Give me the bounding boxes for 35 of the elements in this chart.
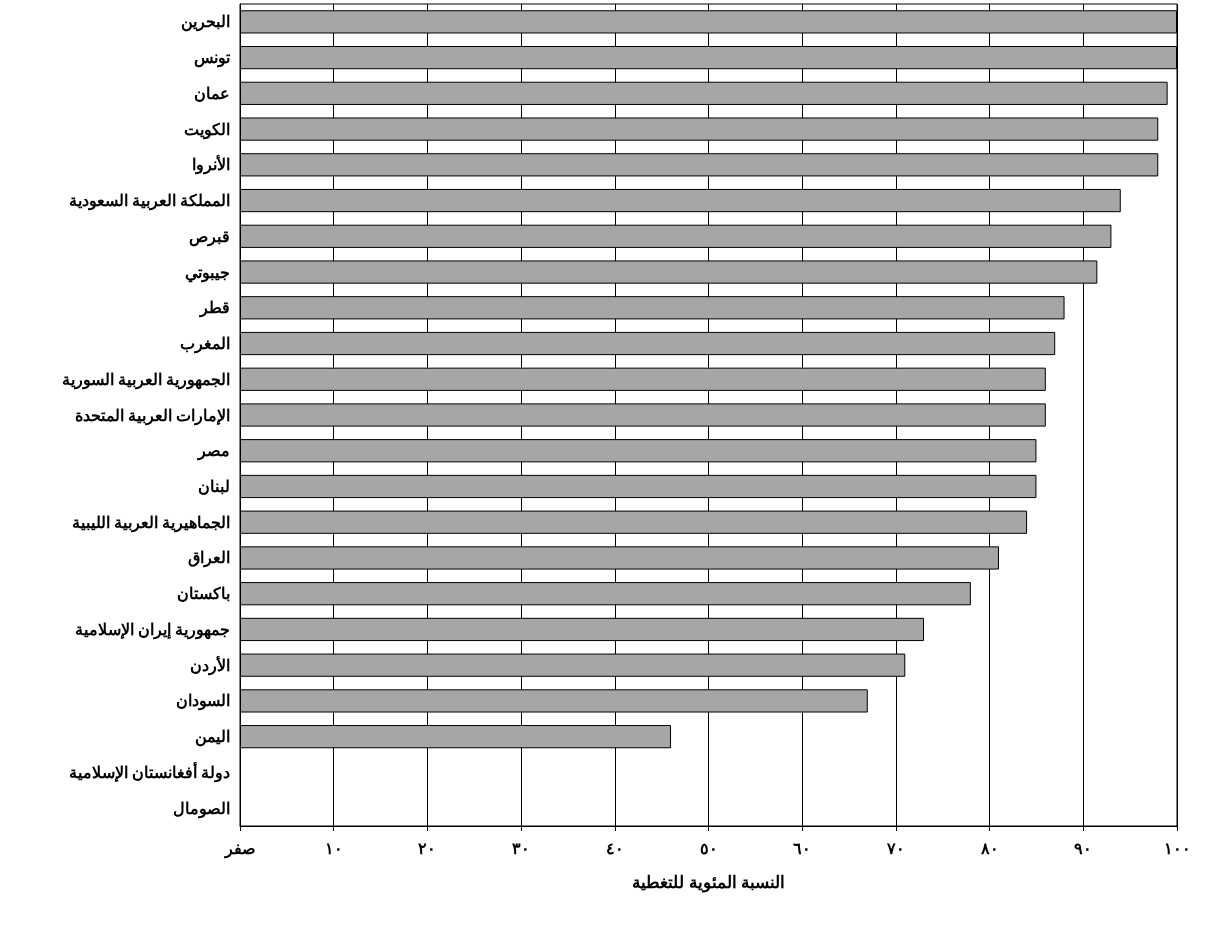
y-tick-label: المملكة العربية السعودية bbox=[69, 192, 230, 212]
x-tick-label: ٥٠ bbox=[699, 839, 718, 857]
y-tick-label: الجماهيرية العربية الليبية bbox=[72, 513, 230, 533]
y-tick-label: جمهورية إيران الإسلامية bbox=[75, 620, 230, 640]
y-tick-label: الأنروا bbox=[192, 154, 230, 176]
x-tick-label: ٦٠ bbox=[793, 839, 812, 857]
y-tick-label: قطر bbox=[199, 299, 230, 319]
x-tick-label: ١٠ bbox=[324, 839, 343, 857]
y-tick-label: قبرص bbox=[189, 227, 230, 247]
y-tick-label: تونس bbox=[194, 49, 231, 69]
y-tick-label: باكستان bbox=[177, 585, 230, 603]
y-tick-label: الأردن bbox=[190, 654, 230, 676]
x-tick-label: ٩٠ bbox=[1074, 839, 1093, 857]
x-tick-label: ١٠٠ bbox=[1163, 839, 1191, 857]
y-tick-label: المغرب bbox=[180, 335, 230, 355]
x-tick-label: ٤٠ bbox=[605, 839, 624, 857]
x-tick-label: ٣٠ bbox=[512, 839, 531, 857]
x-axis-title: النسبة المئوية للتغطية bbox=[632, 873, 785, 893]
x-tick-label: ٨٠ bbox=[979, 839, 999, 857]
y-tick-label: الجمهورية العربية السورية bbox=[62, 370, 230, 390]
y-tick-label: دولة أفغانستان الإسلامية bbox=[69, 760, 230, 783]
x-tick-label: ٧٠ bbox=[885, 839, 905, 857]
y-tick-label: العراق bbox=[188, 549, 230, 569]
y-tick-label: الإمارات العربية المتحدة bbox=[75, 406, 230, 426]
y-tick-label: البحرين bbox=[181, 13, 230, 33]
y-tick-label: الكويت bbox=[184, 120, 230, 140]
y-tick-label: جيبوتي bbox=[185, 263, 230, 283]
x-tick-label: ٢٠ bbox=[418, 839, 437, 857]
y-tick-label: مصر bbox=[197, 442, 230, 462]
y-tick-label: السودان bbox=[176, 692, 230, 712]
y-tick-label: عمان bbox=[194, 84, 230, 102]
x-tick-label: صفر bbox=[223, 839, 256, 859]
y-tick-label: الصومال bbox=[173, 799, 230, 819]
y-tick-label: اليمن bbox=[195, 728, 230, 748]
y-tick-label: لبنان bbox=[198, 477, 230, 495]
